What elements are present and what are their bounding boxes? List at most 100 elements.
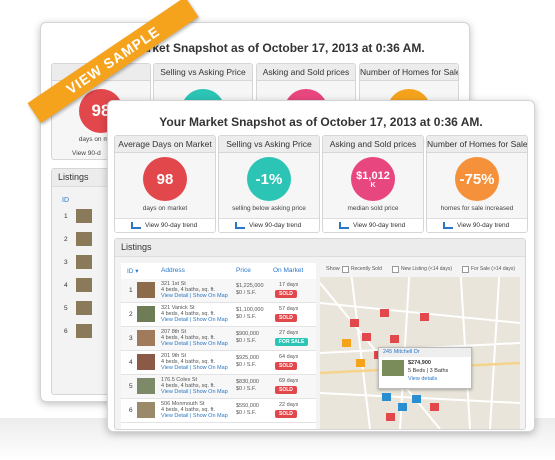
row-per-sqft: $0 / S.F.	[236, 314, 257, 320]
row-days: 22 days	[279, 402, 299, 408]
stat-value: 98	[156, 170, 174, 188]
back-value: 98	[91, 101, 111, 120]
column-header[interactable]: ID ▾	[127, 268, 139, 275]
row-status: SOLD	[275, 290, 297, 298]
row-address: 506 Monmouth St	[161, 401, 205, 407]
popup-address: 245 Mitchell Dr	[379, 348, 471, 357]
legend-check[interactable]	[342, 266, 349, 273]
popup-beds: 5 Beds | 3 Baths	[408, 368, 449, 374]
stat-caption: selling below asking price	[232, 205, 306, 212]
back-row-photo	[76, 255, 92, 269]
listings-table: ID ▾ Address Price On Market 1 321 1st St 4 be…	[121, 263, 316, 429]
back-row-id: 4	[64, 282, 68, 289]
trend-link[interactable]: View 90-day trend	[219, 218, 319, 232]
back-row-id: 1	[64, 213, 68, 220]
stat-caption: days on market	[142, 205, 188, 212]
row-days: 57 days	[279, 306, 299, 312]
row-id: 1	[129, 287, 133, 294]
trend-icon	[235, 222, 245, 229]
tile-header: Number of Homes for Sale	[427, 136, 527, 153]
trend-icon	[131, 222, 141, 229]
row-links[interactable]: View Detail | Show On Map	[161, 341, 228, 347]
legend-label: New Listing (<14 days)	[401, 266, 452, 272]
listing-row: 5 176.5 Coles St 4 beds, 4 baths, sq. ft. V…	[121, 375, 316, 399]
row-address: 201 9th St	[161, 353, 187, 359]
column-header[interactable]: Price	[236, 267, 251, 274]
tile-header: Average Days on Market	[115, 136, 215, 153]
listing-row: 3 207 8th St 4 beds, 4 baths, sq. ft. View …	[121, 327, 316, 351]
row-details: 4 beds, 4 baths, sq. ft.	[161, 359, 216, 365]
map[interactable]: Show Recently Sold New Listing (<14 days)…	[320, 263, 520, 429]
stat-tile: Selling vs Asking Price -1% selling below …	[218, 135, 320, 233]
stat-unit: K	[370, 181, 376, 189]
row-days: 69 days	[279, 378, 299, 384]
row-per-sqft: $0 / S.F.	[236, 362, 257, 368]
legend-label: Recently Sold	[351, 266, 382, 272]
map-roads	[320, 263, 520, 429]
row-details: 4 beds, 4 baths, sq. ft.	[161, 287, 216, 293]
trend-link[interactable]: View 90-day trend	[323, 218, 423, 232]
row-address: 321 Vanick St	[161, 305, 195, 311]
back-row-id: 2	[64, 236, 68, 243]
row-address: 207 8th St	[161, 329, 187, 335]
map-show: Show	[326, 266, 340, 272]
trend-text: View 90-day trend	[353, 222, 406, 229]
back-trend[interactable]: View 90-d	[72, 150, 101, 157]
popup-price: $274,900	[408, 360, 431, 366]
map-popup: 245 Mitchell Dr $274,900 5 Beds | 3 Bath…	[378, 347, 472, 389]
trend-text: View 90-day trend	[145, 222, 198, 229]
column-header[interactable]: On Market	[273, 267, 304, 274]
back-caption: days on market	[78, 136, 124, 143]
row-id: 6	[129, 407, 133, 414]
row-details: 4 beds, 4 baths, sq. ft.	[161, 407, 216, 413]
listings-header: Listings	[115, 239, 525, 257]
row-price: $900,000	[236, 331, 259, 337]
row-price: $1,225,000	[236, 283, 264, 289]
row-per-sqft: $0 / S.F.	[236, 338, 257, 344]
stat-caption: median sold price	[347, 205, 399, 212]
trend-text: View 90-day trend	[457, 222, 510, 229]
front-card: Your Market Snapshot as of October 17, 2…	[107, 100, 535, 432]
legend-check[interactable]	[462, 266, 469, 273]
row-links[interactable]: View Detail | Show On Map	[161, 365, 228, 371]
tile-header: Asking and Sold prices	[323, 136, 423, 153]
listing-row: 1 321 1st St 4 beds, 4 baths, sq. ft. View …	[121, 279, 316, 303]
trend-icon	[339, 222, 349, 229]
row-links[interactable]: View Detail | Show On Map	[161, 293, 228, 299]
row-status: SOLD	[275, 410, 297, 418]
trend-link[interactable]: View 90-day trend	[427, 218, 527, 232]
trend-text: View 90-day trend	[249, 222, 302, 229]
legend-label: For Sale (>14 days)	[471, 266, 516, 272]
row-price: $1,100,000	[236, 307, 264, 313]
stat-tile: Average Days on Market 98 days on market Vi…	[114, 135, 216, 233]
row-address: 321 1st St	[161, 281, 186, 287]
row-id: 4	[129, 359, 133, 366]
row-id: 2	[129, 311, 133, 318]
stat-caption: homes for sale increased	[440, 205, 514, 212]
legend-check[interactable]	[392, 266, 399, 273]
row-links[interactable]: View Detail | Show On Map	[161, 413, 228, 419]
row-photo	[137, 378, 155, 394]
back-id-header: ID	[62, 197, 69, 204]
row-links[interactable]: View Detail | Show On Map	[161, 389, 228, 395]
row-id: 5	[129, 383, 133, 390]
row-photo	[137, 306, 155, 322]
stat-circle: 98	[143, 157, 187, 201]
row-details: 4 beds, 4 baths, sq. ft.	[161, 335, 216, 341]
row-status: SOLD	[275, 314, 297, 322]
listings-panel: Listings ID ▾ Address Price On Market 1 321 1…	[114, 238, 526, 430]
column-header[interactable]: Address	[161, 267, 185, 274]
trend-link[interactable]: View 90-day trend	[115, 218, 215, 232]
stat-circle: $1,012 K	[351, 157, 395, 201]
stat-tile: Number of Homes for Sale -75% homes for sa…	[426, 135, 528, 233]
stat-value: -1%	[255, 170, 283, 188]
row-links[interactable]: View Detail | Show On Map	[161, 317, 228, 323]
stat-value: -75%	[459, 170, 495, 188]
row-status: SOLD	[275, 386, 297, 394]
back-row-photo	[76, 278, 92, 292]
back-row-photo	[76, 301, 92, 315]
popup-link[interactable]: View details	[408, 376, 438, 382]
back-row-id: 5	[64, 305, 68, 312]
tile-header: Number of Homes for Sale	[360, 64, 458, 81]
